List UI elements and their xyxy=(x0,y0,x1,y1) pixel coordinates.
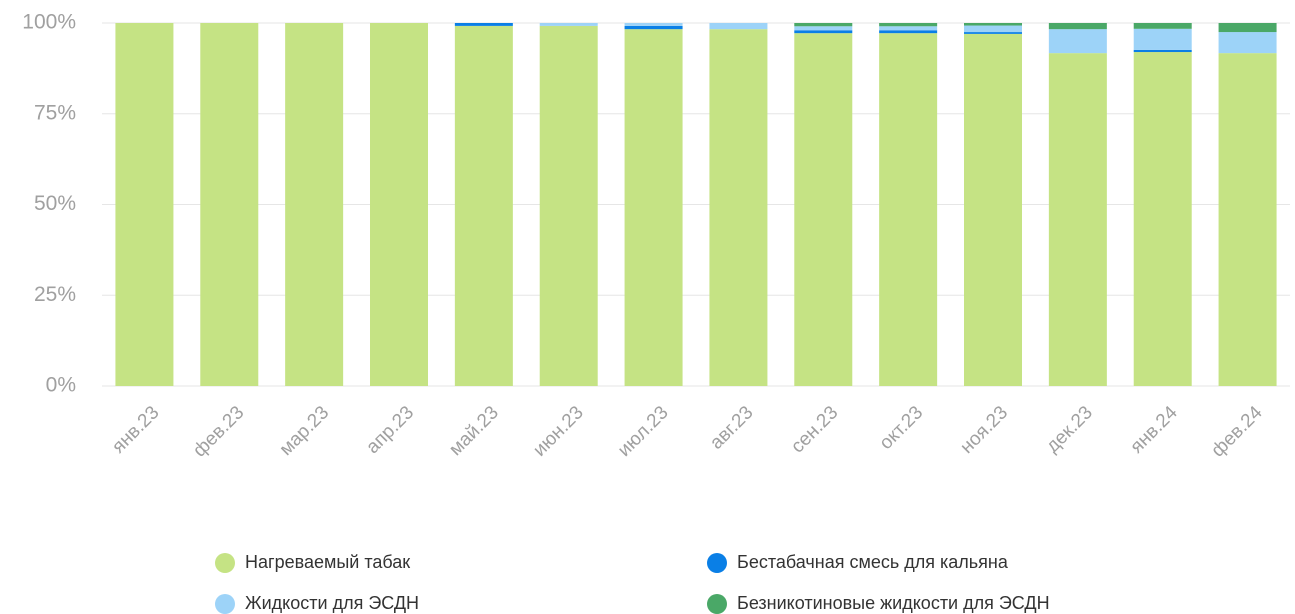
bar-segment xyxy=(454,23,513,26)
bar-segment xyxy=(709,29,768,387)
y-tick-label: 0% xyxy=(46,374,76,397)
bar-segment xyxy=(624,23,683,26)
bar-segment xyxy=(1133,28,1192,50)
bar-segment xyxy=(454,25,513,387)
bar-segment xyxy=(964,25,1022,33)
bar-segment xyxy=(964,32,1022,34)
y-tick-label: 50% xyxy=(34,192,76,215)
bar-segment xyxy=(709,23,768,30)
bar-segment xyxy=(1048,23,1107,30)
legend-label: Безникотиновые жидкости для ЭСДН xyxy=(737,593,1050,613)
bar-segment xyxy=(879,33,938,386)
bar-segment xyxy=(115,23,174,386)
x-tick-label: июл.23 xyxy=(614,402,673,461)
x-tick-label: дек.23 xyxy=(1042,402,1097,457)
legend-label: Жидкости для ЭСДН xyxy=(245,593,419,613)
bar-segment xyxy=(1133,23,1192,29)
bar-segment xyxy=(794,23,853,27)
bar-segment xyxy=(1133,52,1192,386)
x-tick-label: фев.24 xyxy=(1207,402,1266,461)
bar-segment xyxy=(539,23,598,26)
bar-segment xyxy=(1218,53,1277,387)
x-tick-label: июн.23 xyxy=(529,402,588,461)
x-tick-label: янв.24 xyxy=(1126,402,1182,458)
x-tick-label: ноя.23 xyxy=(956,402,1012,458)
bar-segment xyxy=(1133,49,1192,53)
bar-segment xyxy=(879,30,938,34)
y-tick-label: 75% xyxy=(34,101,76,124)
bar-segment xyxy=(624,25,683,30)
bar-segment xyxy=(1048,53,1107,387)
bar-segment xyxy=(624,29,683,387)
legend-label: Бестабачная смесь для кальяна xyxy=(737,552,1009,572)
bar-segment xyxy=(1048,29,1107,54)
x-tick-label: мар.23 xyxy=(276,402,334,460)
bar-segment xyxy=(879,26,938,31)
bar-segment xyxy=(539,25,598,387)
x-tick-label: май.23 xyxy=(445,402,503,460)
x-tick-label: авг.23 xyxy=(706,402,757,453)
bar-segment xyxy=(200,23,259,386)
bar-segment xyxy=(370,23,428,386)
y-tick-label: 100% xyxy=(22,11,76,34)
x-tick-label: апр.23 xyxy=(362,402,418,458)
legend-marker xyxy=(215,553,235,573)
legend-marker xyxy=(707,594,727,614)
legend-label: Нагреваемый табак xyxy=(245,552,410,572)
x-tick-label: окт.23 xyxy=(876,402,928,454)
bar-segment xyxy=(794,30,853,34)
x-tick-label: янв.23 xyxy=(108,402,163,457)
y-tick-label: 25% xyxy=(34,283,76,306)
x-tick-label: сен.23 xyxy=(787,402,842,457)
legend-marker xyxy=(707,553,727,573)
bar-segment xyxy=(285,23,344,386)
bar-segment xyxy=(964,33,1022,386)
bar-segment xyxy=(879,23,938,27)
bar-segment xyxy=(794,26,853,31)
x-tick-label: фев.23 xyxy=(189,402,248,461)
bar-segment xyxy=(1218,32,1277,54)
legend-marker xyxy=(215,594,235,614)
bar-segment xyxy=(964,23,1022,26)
bar-segment xyxy=(794,33,853,386)
bar-segment xyxy=(1218,23,1277,33)
